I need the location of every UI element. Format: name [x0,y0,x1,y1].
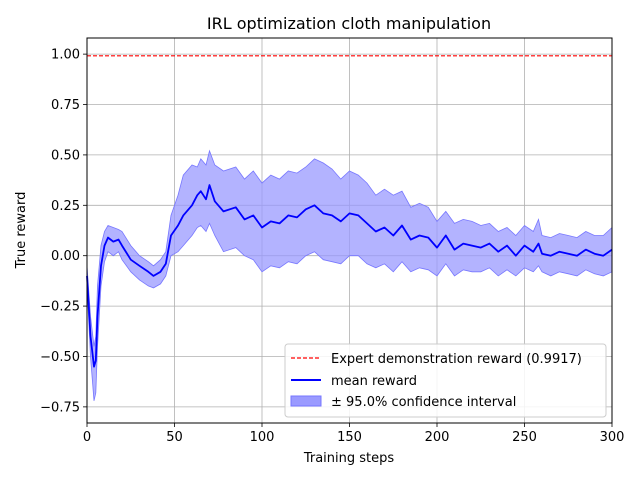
legend-mean-label: mean reward [331,374,417,389]
legend: Expert demonstration reward (0.9917) mea… [284,343,607,418]
x-tick-label: 200 [425,430,450,445]
legend-expert-label: Expert demonstration reward (0.9917) [331,352,582,367]
axis-ticks: 0 50 100 150 200 250 300 −0.75 −0.50 −0.25 0.00 0.2… [40,48,624,445]
y-axis-label: True reward [14,192,29,270]
y-tick-label: 0.00 [51,249,80,264]
x-tick-label: 250 [512,430,537,445]
x-axis-label: Training steps [303,451,395,466]
series-layer [86,55,613,368]
y-tick-label: −0.25 [40,300,80,315]
legend-box [284,343,607,418]
y-tick-label: 0.75 [51,98,80,113]
legend-band-label: ± 95.0% confidence interval [331,395,516,410]
legend-band-swatch [290,395,322,407]
y-tick-label: 1.00 [51,48,80,63]
x-tick-label: 100 [250,430,275,445]
y-tick-label: −0.50 [40,350,80,365]
y-tick-label: 0.50 [51,148,80,163]
x-tick-label: 0 [83,430,91,445]
y-tick-label: −0.75 [40,400,80,415]
chart-title: IRL optimization cloth manipulation [207,14,491,33]
mean-reward-line [86,184,613,368]
y-tick-label: 0.25 [51,199,80,214]
x-tick-label: 150 [337,430,362,445]
x-tick-label: 300 [600,430,625,445]
x-tick-label: 50 [166,430,183,445]
